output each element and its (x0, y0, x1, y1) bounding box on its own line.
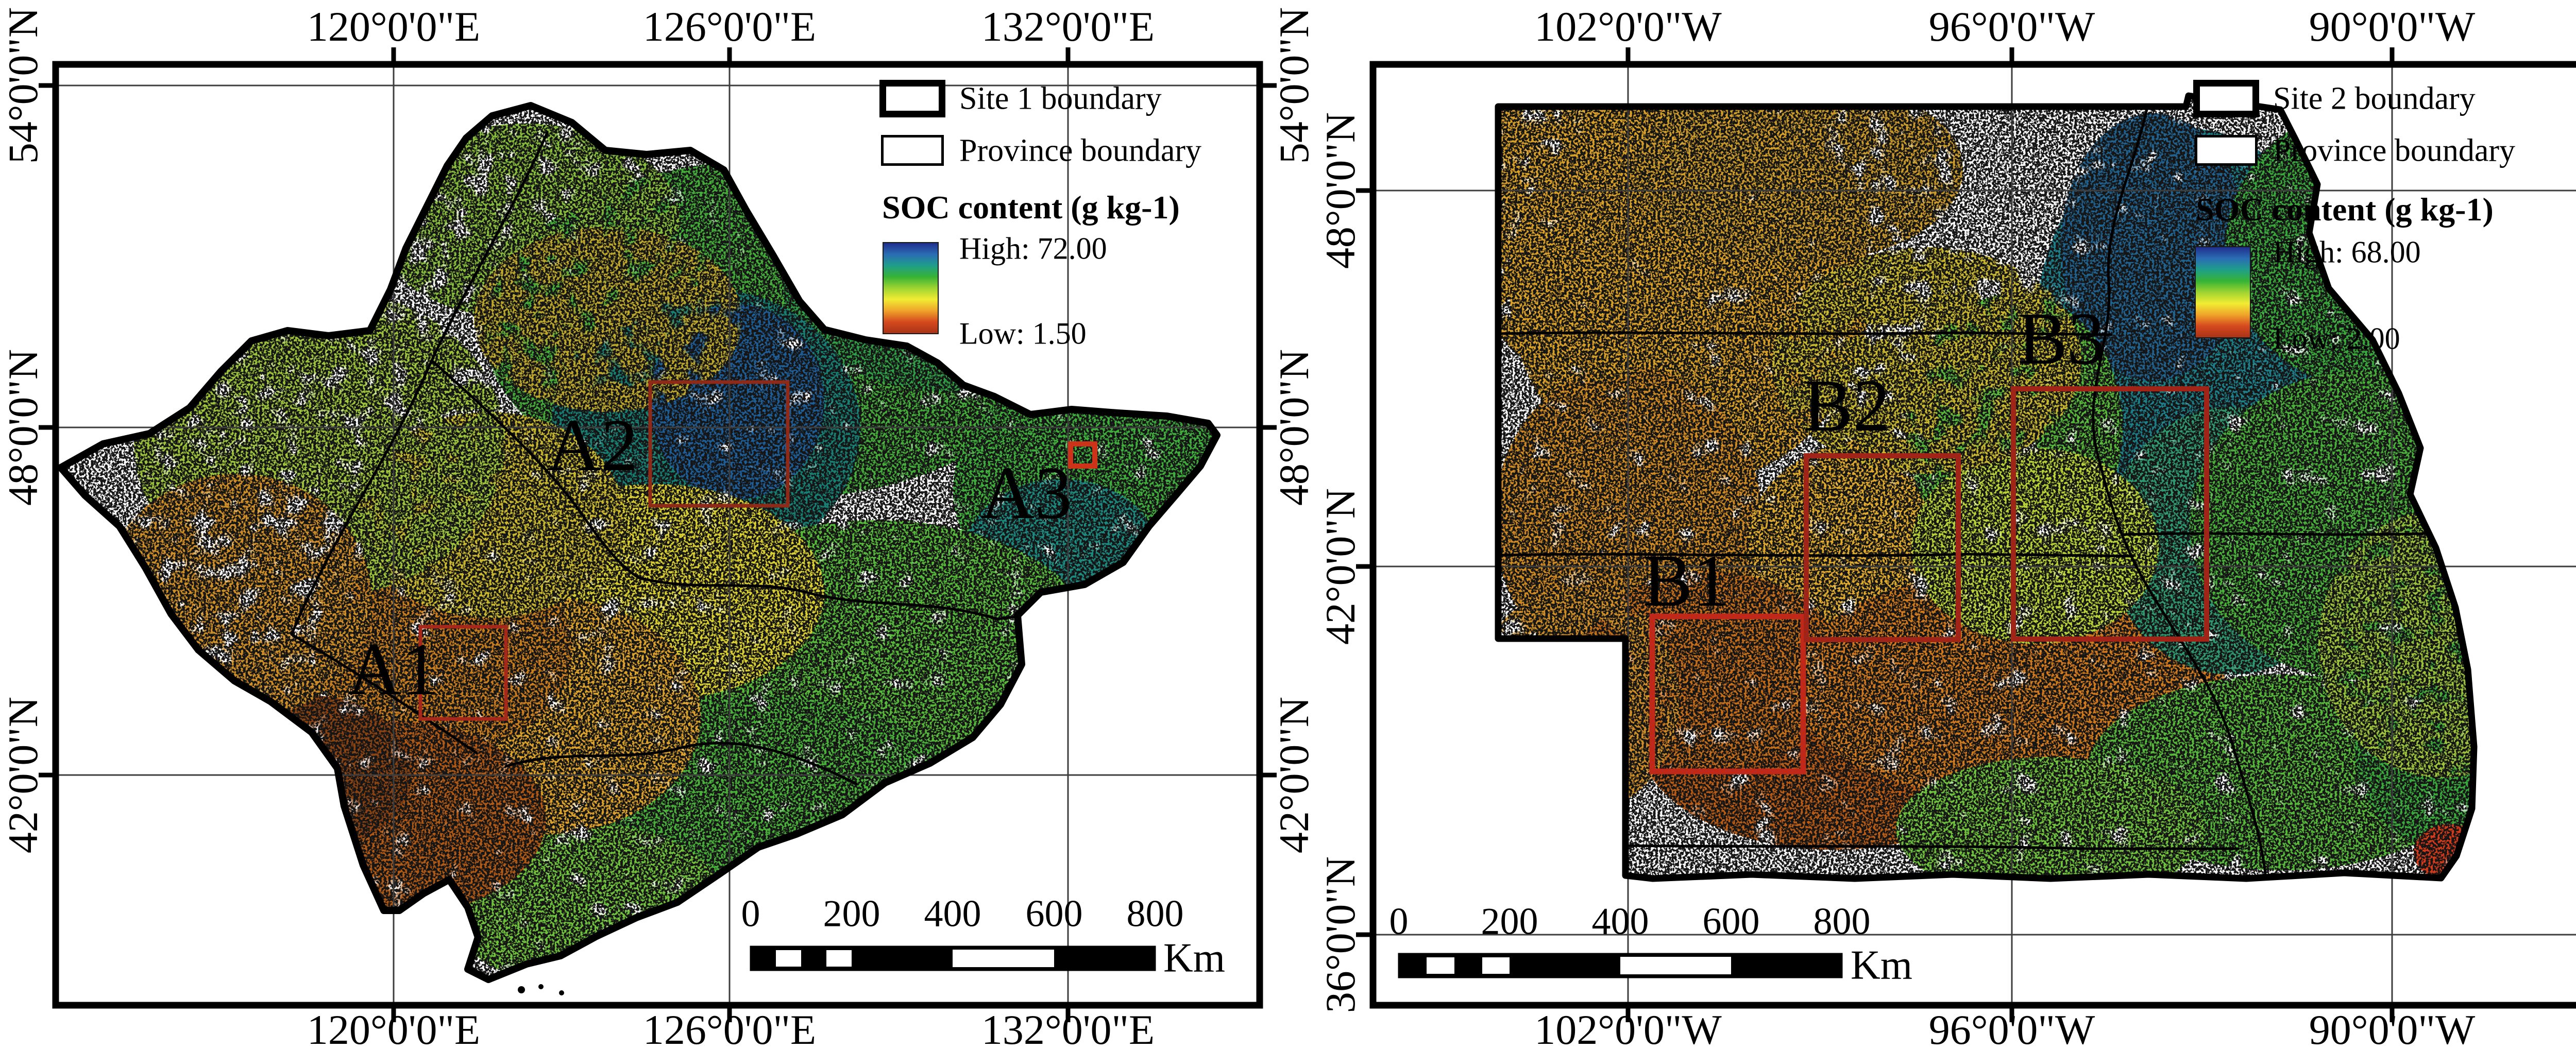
province-boundary-line (2122, 532, 2426, 536)
site2-scalebar-label-0: 0 (1389, 900, 1409, 943)
site1-right-lat-label-42n: 42°0'0"N (1270, 696, 1317, 854)
site1-province-legend-label: Province boundary (959, 133, 1202, 168)
site1-scalebar-label-0: 0 (741, 892, 760, 935)
province-boundary-line (637, 576, 1018, 621)
site2-label-B3: B3 (2018, 298, 2105, 380)
site2-legend-high-label: High: 68.00 (2273, 235, 2421, 269)
scalebar-segment-white (953, 950, 1054, 967)
river-boundary-line (2092, 105, 2267, 880)
site1-islands (518, 984, 564, 995)
site-box-B1 (1649, 613, 1806, 775)
site1-axis-ticks (39, 47, 1277, 1022)
site2-left-lat-label-48n: 48°0'0"N (1317, 112, 1364, 269)
province-boundary-line (290, 131, 549, 636)
site1-scalebar-unit: Km (1163, 935, 1225, 981)
site2-label-B2: B2 (1803, 365, 1890, 447)
site1-boundary-outline (57, 102, 1221, 983)
site-box-A2 (648, 380, 790, 508)
province-boundary-line (290, 633, 478, 754)
site1-province-boundaries (290, 131, 1018, 785)
site1-left-lat-label-48n: 48°0'0"N (0, 349, 46, 506)
island-dot (538, 984, 544, 989)
site2-bottom-lon-label-90w: 90°0'0"W (2309, 1006, 2476, 1049)
site1-right-lat-label-54n: 54°0'0"N (1270, 7, 1317, 164)
site-box-B3 (2011, 386, 2209, 642)
province-boundary-line (504, 742, 858, 785)
site1-left-lat-label-42n: 42°0'0"N (0, 696, 46, 854)
scalebar-segment-white (1482, 957, 1510, 974)
scalebar-segment-white (1427, 957, 1454, 974)
site2-left-lat-label-36n: 36°0'0"N (1317, 856, 1364, 1013)
site1-top-lon-label-120e: 120°0'0"E (307, 3, 481, 50)
site1-scalebar-label-800: 800 (1126, 892, 1184, 935)
site2-province-swatch (2195, 135, 2258, 166)
scalebar-segment-white (776, 950, 801, 967)
site1-boundary-swatch (879, 80, 945, 117)
site2-scalebar (1398, 953, 1843, 978)
site1-scalebar-label-600: 600 (1025, 892, 1083, 935)
province-boundary-line (1498, 553, 2134, 558)
site1-right-lat-label-48n: 48°0'0"N (1270, 349, 1317, 506)
site1-frame (52, 61, 1263, 1009)
site1-bottom-lon-label-132e: 132°0'0"E (981, 1006, 1155, 1049)
scalebar-segment-white (826, 950, 852, 967)
site2-scalebar-label-600: 600 (1702, 900, 1760, 943)
site-box-B2 (1804, 453, 1961, 642)
site2-scalebar-unit: Km (1851, 942, 1912, 988)
site1-scalebar-label-400: 400 (924, 892, 981, 935)
site1-boundary-legend-label: Site 1 boundary (959, 81, 1162, 116)
site2-scalebar-label-800: 800 (1813, 900, 1871, 943)
scalebar-segment-white (1620, 957, 1731, 974)
site2-scalebar-label-400: 400 (1591, 900, 1649, 943)
site2-label-B1: B1 (1642, 540, 1730, 622)
site2-boundary-swatch (2193, 80, 2259, 117)
site2-axis-ticks (1356, 47, 2395, 1022)
site2-legend-low-label: Low: 2.00 (2273, 321, 2400, 356)
site2-left-lat-label-42n: 42°0'0"N (1317, 488, 1364, 645)
site1-scalebar-label-200: 200 (823, 892, 880, 935)
site2-soc-color-ramp (2195, 246, 2251, 338)
site1-label-A2: A2 (547, 404, 638, 487)
site2-province-boundaries (1498, 105, 2426, 880)
site2-soc-legend-title: SOC content (g kg-1) (2196, 191, 2494, 228)
site1-soc-legend-title: SOC content (g kg-1) (882, 189, 1180, 226)
site2-bottom-lon-label-102w: 102°0'0"W (1534, 1006, 1722, 1049)
site2-top-lon-label-96w: 96°0'0"W (1928, 3, 2095, 50)
site1-bottom-lon-label-120e: 120°0'0"E (307, 1006, 481, 1049)
site1-label-A1: A1 (347, 628, 439, 711)
site2-top-lon-label-102w: 102°0'0"W (1534, 3, 1722, 50)
province-boundary-line (1625, 844, 2240, 850)
site1-left-lat-label-54n: 54°0'0"N (0, 7, 46, 164)
site2-province-legend-label: Province boundary (2273, 133, 2516, 168)
site1-label-A3: A3 (980, 452, 1072, 535)
province-boundary-line (1498, 331, 2113, 336)
site2-boundary-outline (1495, 92, 2478, 882)
site2-boundary-legend-label: Site 2 boundary (2273, 81, 2476, 116)
site1-soc-color-ramp (883, 242, 939, 334)
site2-frame (1369, 61, 2576, 1009)
site1-legend-high-label: High: 72.00 (959, 231, 1107, 266)
site-box-A1 (418, 625, 508, 721)
site1-scalebar (750, 945, 1156, 971)
island-dot (559, 990, 564, 995)
site1-bottom-lon-label-126e: 126°0'0"E (642, 1006, 817, 1049)
site2-scalebar-label-200: 200 (1481, 900, 1538, 943)
site1-legend-low-label: Low: 1.50 (959, 316, 1087, 351)
province-boundary-line (430, 359, 640, 579)
site1-top-lon-label-126e: 126°0'0"E (642, 3, 817, 50)
site1-province-swatch (881, 135, 944, 166)
site2-bottom-lon-label-96w: 96°0'0"W (1928, 1006, 2095, 1049)
site2-top-lon-label-90w: 90°0'0"W (2309, 3, 2476, 50)
island-dot (518, 986, 525, 993)
site1-graticule (56, 64, 1260, 1005)
site-box-A3 (1068, 441, 1097, 469)
site1-top-lon-label-132e: 132°0'0"E (981, 3, 1155, 50)
